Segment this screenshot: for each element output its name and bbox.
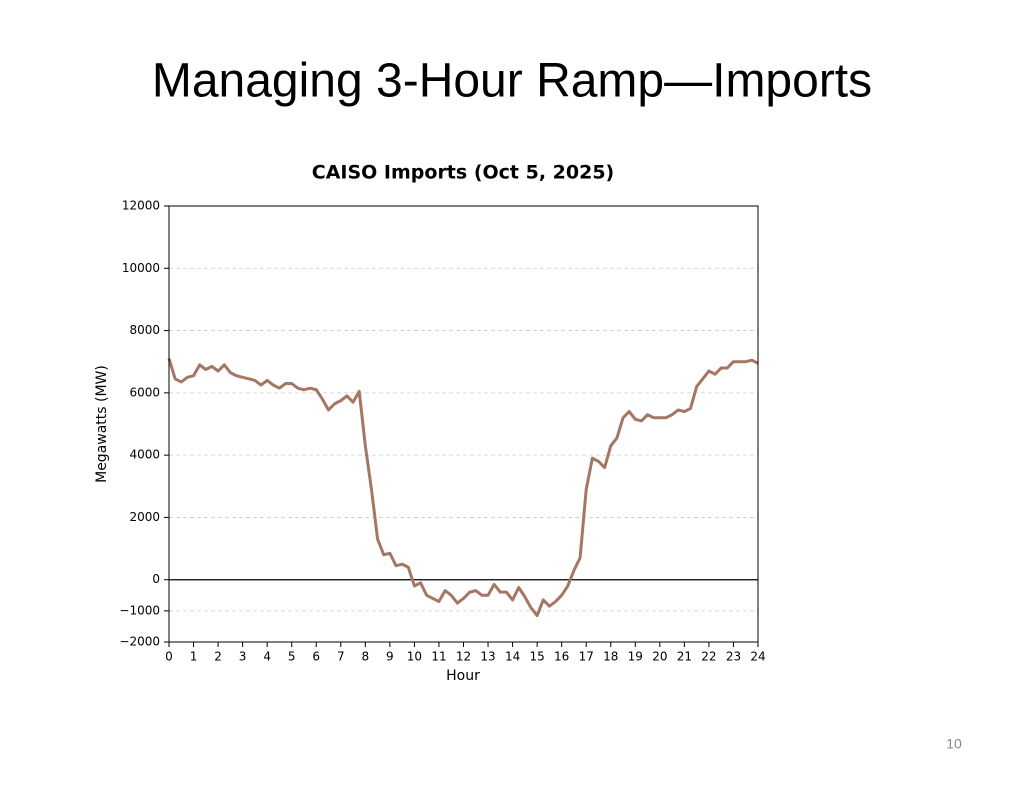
y-axis-label: Megawatts (MW) (94, 365, 110, 483)
x-tick-label: 19 (628, 650, 643, 664)
x-tick-label: 12 (456, 650, 471, 664)
y-tick-label: −1000 (119, 603, 160, 617)
x-tick-label: 20 (652, 650, 667, 664)
x-tick-label: 5 (288, 650, 296, 664)
y-tick-label: 8000 (129, 323, 160, 337)
slide-title: Managing 3-Hour Ramp—Imports (152, 55, 872, 108)
x-tick-label: 18 (603, 650, 618, 664)
y-tick-label: 10000 (122, 261, 160, 275)
y-tick-label: −2000 (119, 635, 160, 649)
x-tick-label: 22 (701, 650, 716, 664)
y-tick-label: 0 (152, 572, 160, 586)
x-tick-label: 17 (579, 650, 594, 664)
x-tick-label: 6 (312, 650, 320, 664)
plot-frame (168, 205, 759, 643)
x-tick-label: 11 (431, 650, 446, 664)
y-tick-label: 6000 (129, 385, 160, 399)
x-tick-label: 24 (750, 650, 765, 664)
page-number: 10 (946, 736, 962, 752)
x-tick-label: 16 (554, 650, 569, 664)
y-tick-label: 4000 (129, 448, 160, 462)
x-tick-label: 9 (386, 650, 394, 664)
x-tick-label: 14 (505, 650, 520, 664)
x-tick-label: 3 (239, 650, 247, 664)
x-tick-label: 1 (190, 650, 198, 664)
x-tick-label: 15 (529, 650, 544, 664)
data-line (167, 358, 759, 618)
x-tick-label: 13 (480, 650, 495, 664)
x-tick-label: 23 (726, 650, 741, 664)
y-tick-label: 2000 (129, 510, 160, 524)
x-tick-label: 7 (337, 650, 345, 664)
y-tick-label: 12000 (122, 199, 160, 213)
x-tick-label: 21 (677, 650, 692, 664)
chart-title: CAISO Imports (Oct 5, 2025) (312, 162, 614, 184)
x-tick-label: 2 (214, 650, 222, 664)
x-tick-label: 4 (263, 650, 271, 664)
x-tick-label: 10 (407, 650, 422, 664)
x-tick-label: 0 (165, 650, 173, 664)
x-axis-label: Hour (446, 668, 480, 684)
x-tick-label: 8 (362, 650, 370, 664)
